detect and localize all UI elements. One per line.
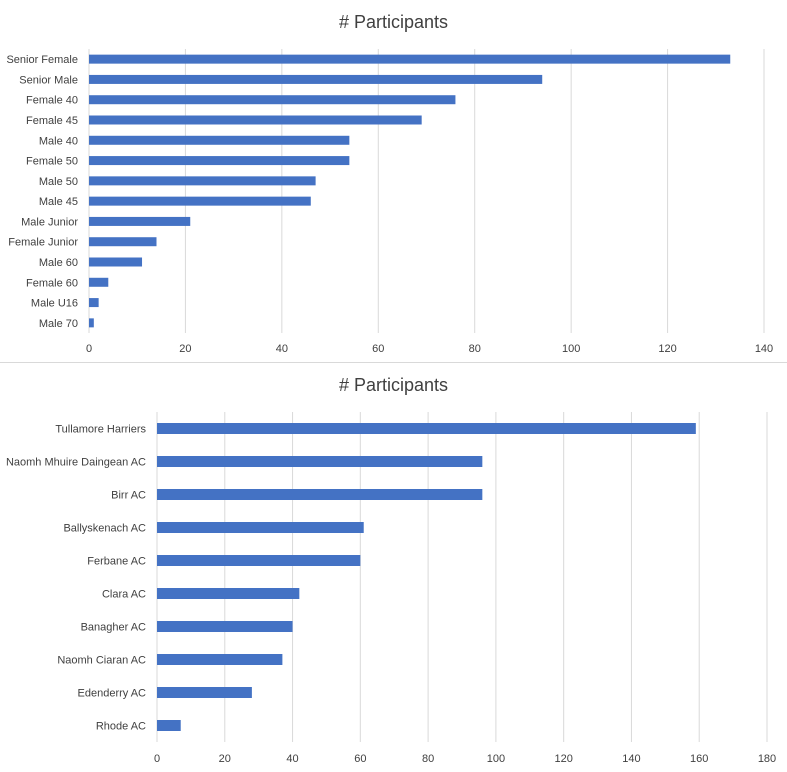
category-label: Clara AC (102, 589, 146, 601)
bar (157, 687, 252, 698)
category-label: Female 45 (26, 115, 78, 127)
x-tick-label: 80 (469, 343, 481, 355)
bar-chart-clubs: 0 20 40 60 80 100 120 140 160 180 Tullamore Harrie… (6, 412, 776, 765)
category-label: Male 60 (39, 257, 78, 269)
x-tick-label: 0 (154, 753, 160, 765)
x-tick-label: 140 (755, 343, 773, 355)
bar (157, 654, 283, 665)
bar (157, 588, 300, 599)
category-label: Ballyskenach AC (63, 523, 146, 535)
bar (157, 423, 696, 434)
bar (157, 456, 483, 467)
category-label: Naomh Ciaran AC (57, 655, 146, 667)
bar (89, 237, 157, 247)
category-label: Female Junior (8, 237, 78, 249)
chart-title: # Participants (338, 375, 449, 395)
category-label: Edenderry AC (78, 688, 147, 700)
category-label: Banagher AC (81, 622, 146, 634)
chart-title: # Participants (338, 12, 449, 32)
category-label: Male 70 (39, 318, 78, 330)
category-label: Tullamore Harriers (55, 424, 146, 436)
bar (89, 156, 350, 166)
category-label: Female 50 (26, 156, 78, 168)
category-label: Male 50 (39, 176, 78, 188)
bar (89, 196, 311, 206)
bar (89, 95, 456, 105)
x-tick-label: 160 (690, 753, 708, 765)
x-tick-label: 140 (622, 753, 640, 765)
x-tick-label: 80 (422, 753, 434, 765)
category-label: Rhode AC (96, 721, 146, 733)
category-label: Senior Male (19, 74, 78, 86)
x-tick-label: 40 (276, 343, 288, 355)
category-label: Senior Female (6, 54, 78, 66)
x-tick-label: 100 (562, 343, 580, 355)
x-tick-label: 60 (372, 343, 384, 355)
x-tick-label: 40 (286, 753, 298, 765)
bar (89, 277, 109, 287)
bar (89, 115, 422, 125)
category-label: Birr AC (111, 490, 146, 502)
chart-panel-categories: # Participants 0 20 40 60 80 100 120 140 Senior … (0, 0, 787, 363)
bar (157, 522, 364, 533)
x-tick-label: 120 (554, 753, 572, 765)
bar (89, 135, 350, 145)
bar (157, 720, 181, 731)
category-label: Naomh Mhuire Daingean AC (6, 457, 146, 469)
x-tick-label: 180 (758, 753, 776, 765)
category-label: Male U16 (31, 298, 78, 310)
bar (89, 54, 731, 64)
category-label: Male 45 (39, 196, 78, 208)
bar (89, 318, 94, 328)
bar (89, 257, 143, 267)
category-label: Ferbane AC (87, 556, 146, 568)
bar-chart-categories: 0 20 40 60 80 100 120 140 Senior Female Senior Ma… (6, 49, 773, 355)
category-label: Female 40 (26, 95, 78, 107)
x-tick-label: 100 (487, 753, 505, 765)
x-tick-label: 0 (86, 343, 92, 355)
x-tick-label: 20 (179, 343, 191, 355)
bar (89, 74, 543, 84)
bar (157, 555, 361, 566)
bar (89, 298, 99, 308)
x-tick-label: 20 (219, 753, 231, 765)
chart-panel-clubs: # Participants 0 20 40 60 80 100 120 140 160 180 T… (0, 363, 787, 772)
bar (89, 176, 316, 186)
category-label: Male 40 (39, 135, 78, 147)
bar (89, 216, 191, 226)
bar (157, 621, 293, 632)
category-label: Female 60 (26, 277, 78, 289)
x-tick-label: 60 (354, 753, 366, 765)
x-tick-label: 120 (658, 343, 676, 355)
bar (157, 489, 483, 500)
category-label: Male Junior (21, 216, 78, 228)
